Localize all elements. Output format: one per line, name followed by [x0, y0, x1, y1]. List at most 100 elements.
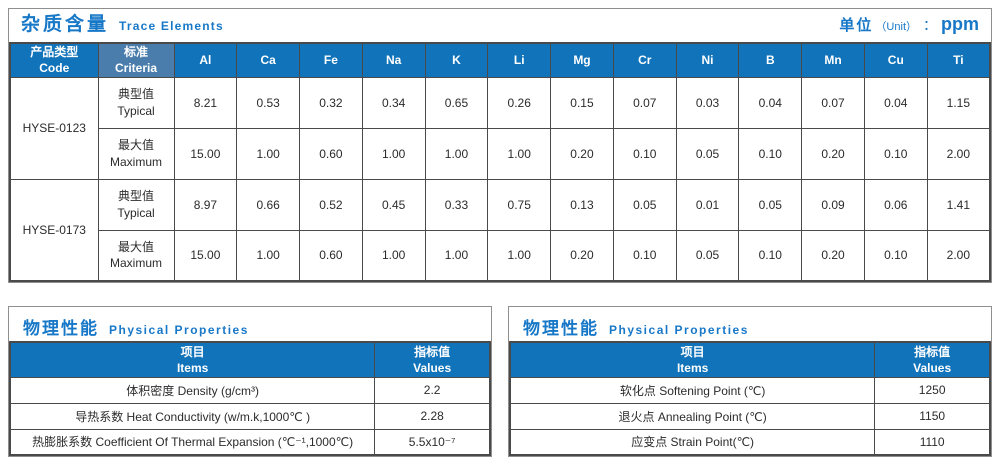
table-row-density: 体积密度 Density (g/cm³) 2.2: [9, 376, 491, 404]
col-header-items: 项目 Items: [9, 341, 376, 378]
physical-left-table: 项目 Items 指标值 Values 体积密度 Density (g/cm³)…: [9, 341, 491, 456]
values-en: Values: [413, 360, 452, 375]
col-header-element-cr: Cr: [612, 42, 677, 78]
value-cell: 0.10: [612, 127, 677, 180]
table-row-heat-conductivity: 导热系数 Heat Conductivity (w/m.k,1000℃ ) 2.…: [9, 402, 491, 430]
value-cell: 0.60: [299, 229, 363, 282]
value-cell: 0.32: [299, 76, 363, 129]
value-cell: 1.00: [487, 127, 552, 180]
criteria-maximum-label: 最大值 Maximum: [97, 229, 175, 282]
col-header-element-al: Al: [173, 42, 238, 78]
physical-left-title-zh: 物理性能: [23, 319, 99, 338]
physical-properties-panel-left: 物理性能 Physical Properties 项目 Items 指标值 Va…: [8, 306, 492, 457]
col-header-items: 项目 Items: [509, 341, 876, 378]
col-product-zh: 产品类型: [30, 45, 79, 60]
col-product-en: Code: [39, 61, 70, 76]
value-cell: 2.2: [374, 376, 491, 404]
value-cell: 0.05: [738, 178, 803, 231]
value-cell: 1.00: [424, 229, 489, 282]
unit-colon: ：: [923, 17, 937, 33]
values-zh: 指标值: [414, 344, 451, 359]
col-criteria-en: Criteria: [114, 61, 158, 76]
value-cell: 1110: [874, 428, 991, 456]
typical-en: Typical: [117, 205, 155, 220]
values-en: Values: [913, 360, 952, 375]
items-en: Items: [176, 360, 209, 375]
physical-properties-section: 物理性能 Physical Properties 项目 Items 指标值 Va…: [8, 306, 992, 457]
physical-properties-panel-right: 物理性能 Physical Properties 项目 Items 指标值 Va…: [508, 306, 992, 457]
value-cell: 0.45: [361, 178, 426, 231]
value-cell: 0.10: [738, 127, 803, 180]
value-cell: 0.20: [550, 127, 614, 180]
value-cell: 0.65: [424, 76, 489, 129]
col-header-element-ti: Ti: [926, 42, 991, 78]
value-cell: 0.33: [424, 178, 489, 231]
maximum-en: Maximum: [109, 154, 162, 169]
value-cell: 1.00: [361, 229, 426, 282]
product-code-hyse0173: HYSE-0173: [9, 178, 99, 282]
col-header-element-mg: Mg: [550, 42, 614, 78]
unit-label: 单位: [839, 17, 874, 34]
value-cell: 5.5x10⁻⁷: [374, 428, 491, 456]
table-row-strain-point: 应变点 Strain Point(℃) 1110: [509, 428, 991, 456]
physical-right-title-bar: 物理性能 Physical Properties: [509, 307, 991, 341]
table-row-hyse0173-typical: HYSE-0173 典型值 Typical 8.97 0.66 0.52 0.4…: [9, 178, 991, 282]
value-cell: 0.04: [863, 76, 928, 129]
value-cell: 0.66: [236, 178, 301, 231]
value-cell: 0.10: [738, 229, 803, 282]
value-cell: 0.10: [612, 229, 677, 282]
trace-title-zh: 杂质含量: [21, 14, 110, 35]
value-cell: 0.01: [675, 178, 740, 231]
maximum-zh: 最大值: [117, 240, 154, 255]
maximum-en: Maximum: [109, 256, 162, 271]
physical-right-table: 项目 Items 指标值 Values 软化点 Softening Point …: [509, 341, 991, 456]
value-cell: 0.53: [236, 76, 301, 129]
physical-left-header-row: 项目 Items 指标值 Values: [9, 341, 491, 378]
value-cell: 1.00: [236, 229, 301, 282]
unit-value: ppm: [941, 14, 979, 34]
col-header-values: 指标值 Values: [874, 341, 991, 378]
physical-right-header-row: 项目 Items 指标值 Values: [509, 341, 991, 378]
value-cell: 0.03: [675, 76, 740, 129]
col-header-element-ni: Ni: [675, 42, 740, 78]
items-zh: 项目: [680, 344, 705, 359]
value-cell: 0.05: [675, 229, 740, 282]
item-cell: 导热系数 Heat Conductivity (w/m.k,1000℃ ): [9, 402, 376, 430]
value-cell: 0.13: [550, 178, 614, 231]
col-header-product-code: 产品类型 Code: [9, 42, 99, 78]
item-cell: 退火点 Annealing Point (℃): [509, 402, 876, 430]
physical-right-title-en: Physical Properties: [609, 323, 749, 337]
value-cell: 0.05: [612, 178, 677, 231]
criteria-typical-label: 典型值 Typical: [97, 178, 175, 231]
value-cell: 1150: [874, 402, 991, 430]
value-cell: 1.00: [361, 127, 426, 180]
col-criteria-zh: 标准: [123, 45, 148, 60]
value-cell: 2.00: [926, 127, 991, 180]
col-header-element-li: Li: [487, 42, 552, 78]
trace-header-row: 产品类型 Code 标准 Criteria Al Ca Fe Na K Li M…: [9, 42, 991, 78]
value-cell: 0.20: [550, 229, 614, 282]
value-cell: 0.60: [299, 127, 363, 180]
value-cell: 0.20: [801, 229, 865, 282]
table-row-hyse0123-maximum: 最大值 Maximum 15.00 1.00 0.60 1.00 1.00 1.…: [10, 127, 991, 180]
table-row-hyse0123-typical: HYSE-0123 典型值 Typical 8.21 0.53 0.32 0.3…: [9, 76, 991, 180]
product-code-hyse0123: HYSE-0123: [9, 76, 99, 180]
table-row-softening-point: 软化点 Softening Point (℃) 1250: [509, 376, 991, 404]
value-cell: 0.34: [361, 76, 426, 129]
value-cell: 0.04: [738, 76, 803, 129]
value-cell: 8.21: [173, 76, 238, 129]
physical-left-title-en: Physical Properties: [109, 323, 249, 337]
value-cell: 2.28: [374, 402, 491, 430]
typical-en: Typical: [117, 103, 155, 118]
typical-zh: 典型值: [117, 189, 154, 204]
value-cell: 2.00: [926, 229, 991, 282]
value-cell: 0.15: [550, 76, 614, 129]
values-zh: 指标值: [914, 344, 951, 359]
trace-elements-table: 产品类型 Code 标准 Criteria Al Ca Fe Na K Li M…: [9, 42, 991, 282]
item-cell: 应变点 Strain Point(℃): [509, 428, 876, 456]
physical-left-title-bar: 物理性能 Physical Properties: [9, 307, 491, 341]
items-en: Items: [676, 360, 709, 375]
value-cell: 0.10: [863, 127, 928, 180]
col-header-values: 指标值 Values: [374, 341, 491, 378]
